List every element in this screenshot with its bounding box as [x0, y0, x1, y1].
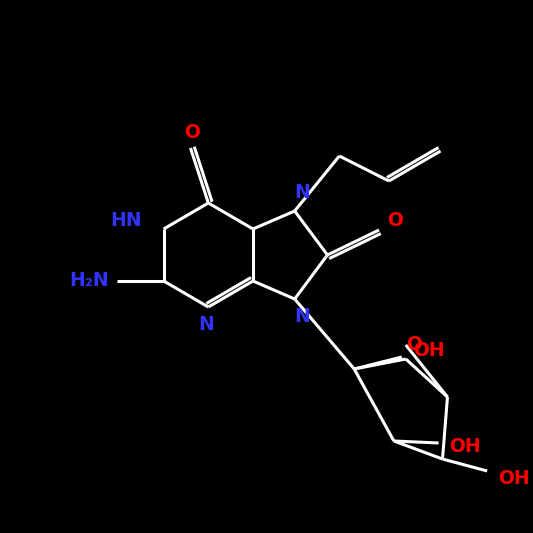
Text: OH: OH — [413, 342, 445, 360]
Text: H₂N: H₂N — [69, 271, 109, 290]
Text: N: N — [198, 316, 214, 335]
Text: N: N — [295, 183, 311, 203]
Text: HN: HN — [110, 212, 142, 230]
Text: O: O — [387, 211, 403, 230]
Text: OH: OH — [449, 437, 481, 456]
Text: N: N — [295, 308, 311, 327]
Text: OH: OH — [498, 470, 530, 489]
Text: O: O — [406, 335, 422, 354]
Text: O: O — [184, 123, 200, 141]
